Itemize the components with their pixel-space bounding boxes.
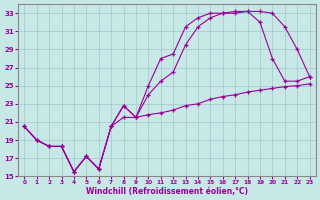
X-axis label: Windchill (Refroidissement éolien,°C): Windchill (Refroidissement éolien,°C) [86,187,248,196]
